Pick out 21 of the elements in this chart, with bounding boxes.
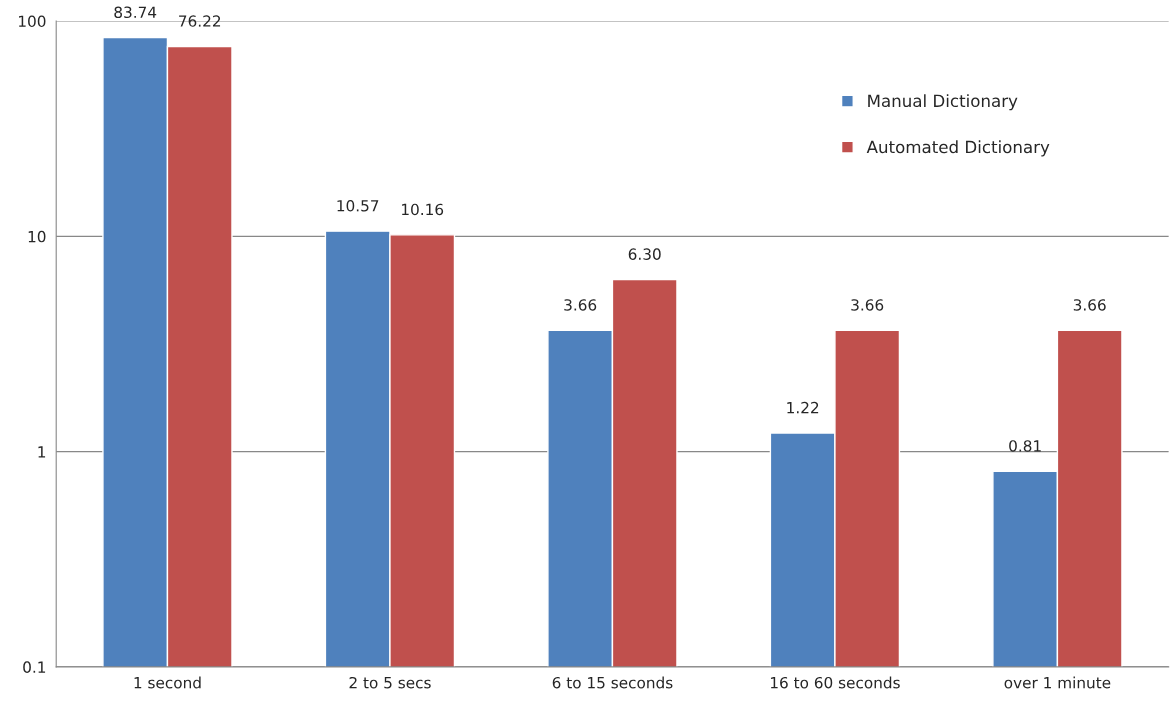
text: 76.22: [179, 15, 221, 27]
text: 10.57: [337, 199, 379, 212]
x-tick-label: 16 to 60 seconds: [770, 676, 900, 689]
legend-label: Automated Dictionary: [866, 140, 1050, 157]
text: 0.81: [1009, 440, 1041, 452]
text: 83.74: [114, 6, 157, 19]
legend-label: Manual Dictionary: [868, 94, 1018, 111]
x-tick-label: 1 second: [134, 676, 201, 689]
y-tick-label: 100: [19, 15, 46, 28]
text: 6.30: [628, 248, 661, 260]
y-tick-label: 1: [38, 446, 46, 458]
y-tick-label: 10: [28, 230, 46, 243]
text: 3.66: [1073, 299, 1106, 311]
text: 1.22: [787, 401, 819, 414]
x-tick-label: 2 to 5 secs: [349, 676, 431, 689]
text: 3.66: [564, 299, 597, 311]
x-tick-label: 6 to 15 seconds: [552, 676, 673, 689]
text: 3.66: [851, 299, 884, 311]
text: 10.16: [402, 203, 444, 216]
x-tick-label: over 1 minute: [1004, 676, 1111, 689]
y-tick-label: 0.1: [23, 661, 46, 673]
